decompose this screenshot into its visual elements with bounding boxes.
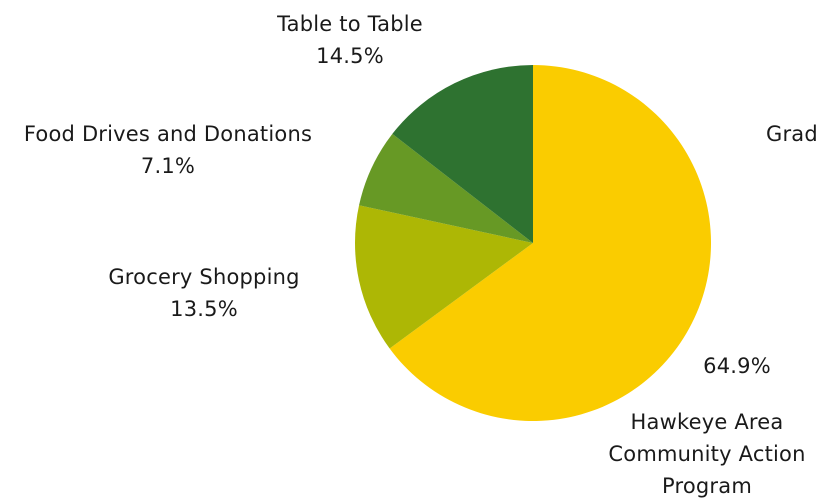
slice-name-table-to-table: Table to Table — [277, 12, 423, 36]
slice-percent-table-to-table: 14.5% — [316, 44, 384, 68]
label-table-to-table: Table to Table 14.5% — [250, 8, 450, 72]
label-grocery-shopping: Grocery Shopping 13.5% — [84, 261, 324, 325]
slice-percent-grocery-shopping: 13.5% — [170, 297, 238, 321]
slice-percent-food-drives: 7.1% — [140, 154, 196, 178]
label-food-drives: Food Drives and Donations 7.1% — [0, 118, 336, 182]
label-hawkeye-percent: 64.9% — [690, 350, 784, 382]
pie-slice-grocery-shopping — [355, 205, 533, 349]
label-hawkeye-name: Hawkeye Area Community Action Program — [592, 406, 822, 502]
slice-percent-hawkeye: 64.9% — [703, 354, 771, 378]
pie-slice-hawkeye-area-community-action-program — [389, 65, 712, 421]
pie-slice-table-to-table — [392, 65, 533, 243]
pie-slice-food-drives-and-donations — [359, 133, 533, 243]
slice-name-grocery-shopping: Grocery Shopping — [108, 265, 300, 289]
clipped-label-text: Grad — [766, 122, 818, 146]
slice-name-hawkeye: Hawkeye Area Community Action Program — [608, 410, 806, 498]
label-clipped: Grad — [766, 118, 818, 150]
slice-name-food-drives: Food Drives and Donations — [23, 122, 313, 146]
